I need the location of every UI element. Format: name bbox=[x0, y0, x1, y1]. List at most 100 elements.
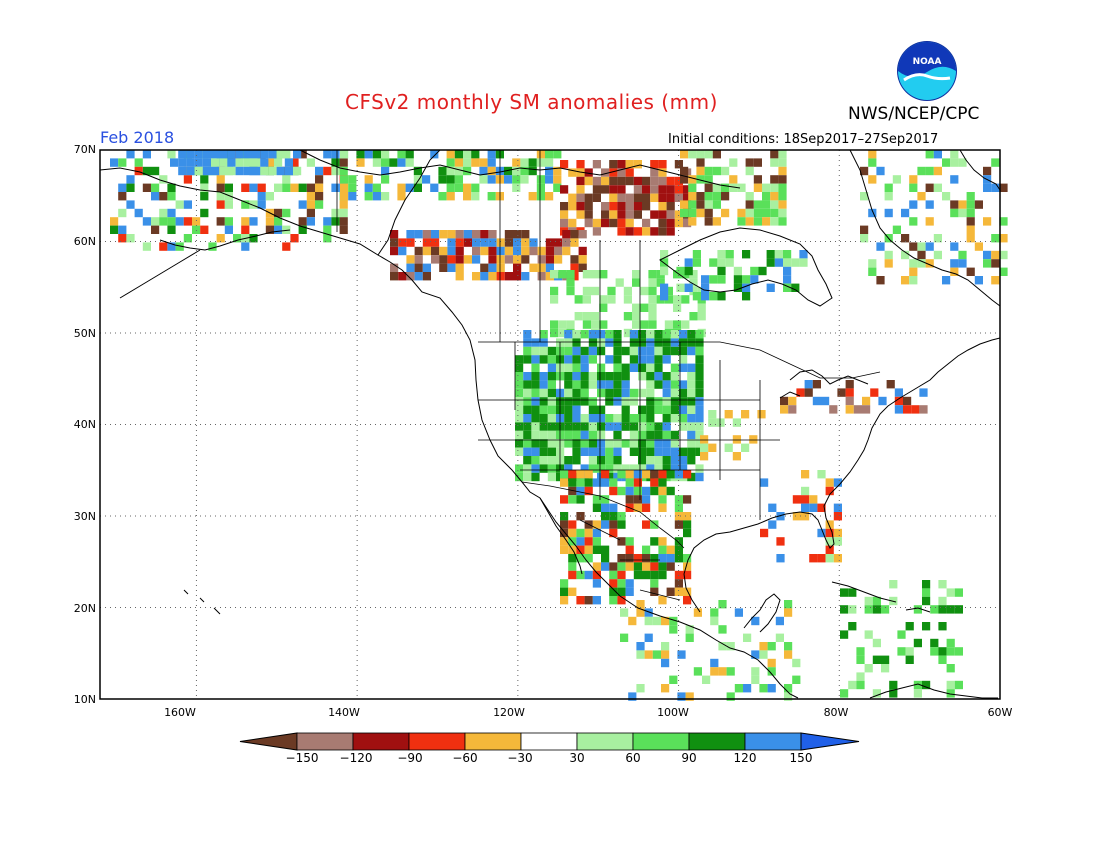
anomaly-cell bbox=[804, 388, 813, 397]
anomaly-cell bbox=[654, 422, 663, 431]
anomaly-cell bbox=[599, 303, 608, 312]
anomaly-cell bbox=[652, 616, 661, 626]
anomaly-cell bbox=[695, 439, 704, 448]
anomaly-cell bbox=[186, 150, 195, 159]
anomaly-cell bbox=[817, 470, 826, 479]
anomaly-cell bbox=[666, 486, 675, 496]
anomaly-cell bbox=[991, 234, 1000, 243]
anomaly-cell bbox=[572, 355, 581, 364]
anomaly-cell bbox=[192, 217, 201, 226]
anomaly-cell bbox=[151, 217, 160, 226]
anomaly-cell bbox=[652, 650, 661, 659]
anomaly-cell bbox=[741, 443, 750, 452]
anomaly-cell bbox=[700, 452, 709, 461]
anomaly-cell bbox=[584, 554, 593, 563]
anomaly-cell bbox=[142, 150, 151, 159]
anomaly-cell bbox=[617, 202, 626, 211]
anomaly-cell bbox=[617, 570, 626, 580]
anomaly-cell bbox=[339, 208, 348, 218]
anomaly-cell bbox=[930, 638, 939, 648]
anomaly-cell bbox=[243, 150, 252, 159]
anomaly-cell bbox=[216, 217, 225, 226]
anomaly-cell bbox=[646, 447, 655, 456]
anomaly-cell bbox=[648, 270, 657, 279]
anomaly-cell bbox=[609, 176, 618, 186]
anomaly-cell bbox=[825, 537, 834, 546]
anomaly-cell bbox=[966, 200, 975, 209]
anomaly-cell bbox=[991, 250, 1000, 260]
anomaly-cell bbox=[601, 218, 610, 228]
anomaly-cell bbox=[750, 266, 759, 276]
anomaly-cell bbox=[693, 667, 702, 676]
anomaly-cell bbox=[389, 158, 398, 167]
anomaly-cell bbox=[601, 176, 610, 186]
anomaly-cell bbox=[617, 218, 626, 228]
anomaly-cell bbox=[684, 258, 693, 267]
anomaly-cell bbox=[837, 388, 846, 397]
anomaly-cell bbox=[513, 238, 522, 247]
anomaly-cell bbox=[547, 430, 556, 440]
anomaly-cell bbox=[629, 355, 638, 364]
anomaly-cell bbox=[515, 464, 524, 473]
anomaly-cell bbox=[584, 545, 593, 554]
anomaly-cell bbox=[640, 320, 649, 329]
anomaly-cell bbox=[658, 470, 667, 479]
anomaly-cell bbox=[227, 150, 236, 159]
anomaly-cell bbox=[695, 422, 704, 431]
anomaly-cell bbox=[636, 600, 645, 609]
anomaly-cell bbox=[487, 192, 496, 201]
anomaly-cell bbox=[670, 380, 679, 389]
anomaly-cell bbox=[658, 503, 667, 512]
anomaly-cell bbox=[638, 346, 647, 356]
anomaly-cell bbox=[572, 405, 581, 414]
anomaly-cell bbox=[323, 150, 332, 159]
anomaly-cell bbox=[613, 456, 622, 465]
anomaly-cell bbox=[848, 680, 857, 690]
anomaly-cell bbox=[609, 218, 618, 228]
anomaly-cell bbox=[515, 397, 524, 406]
anomaly-cell bbox=[856, 655, 865, 664]
anomaly-cell bbox=[636, 642, 645, 651]
anomaly-cell bbox=[638, 338, 647, 347]
anomaly-cell bbox=[689, 286, 698, 296]
anomaly-cell bbox=[695, 464, 704, 473]
anomaly-cell bbox=[687, 397, 696, 406]
anomaly-cell bbox=[966, 234, 975, 243]
anomaly-cell bbox=[613, 430, 622, 440]
anomaly-cell bbox=[487, 150, 496, 159]
anomaly-cell bbox=[660, 283, 669, 292]
lon-label: 60W bbox=[987, 706, 1013, 719]
anomaly-cell bbox=[576, 176, 585, 186]
anomaly-cell bbox=[576, 470, 585, 479]
anomaly-cell bbox=[134, 158, 143, 167]
anomaly-cell bbox=[528, 166, 537, 176]
anomaly-cell bbox=[688, 192, 697, 201]
anomaly-cell bbox=[710, 658, 719, 668]
anomaly-cell bbox=[439, 230, 448, 239]
anomaly-cell bbox=[529, 246, 538, 256]
anomaly-cell bbox=[539, 355, 548, 364]
anomaly-cell bbox=[613, 372, 622, 381]
anomaly-cell bbox=[704, 183, 713, 192]
anomaly-cell bbox=[629, 447, 638, 456]
anomaly-cell bbox=[547, 456, 556, 465]
anomaly-cell bbox=[515, 405, 524, 414]
anomaly-cell bbox=[609, 503, 618, 512]
anomaly-cell bbox=[903, 405, 912, 414]
anomaly-cell bbox=[917, 259, 926, 268]
anomaly-cell bbox=[680, 208, 689, 218]
anomaly-cell bbox=[613, 346, 622, 356]
anomaly-cell bbox=[597, 388, 606, 398]
anomaly-cell bbox=[523, 355, 532, 364]
anomaly-cell bbox=[734, 684, 743, 693]
anomaly-cell bbox=[576, 554, 585, 563]
anomaly-cell bbox=[480, 263, 489, 272]
anomaly-cell bbox=[884, 259, 893, 268]
anomaly-cell bbox=[323, 225, 332, 234]
anomaly-cell bbox=[950, 175, 959, 184]
anomaly-cell bbox=[224, 192, 233, 201]
anomaly-cell bbox=[340, 192, 349, 201]
anomaly-cell bbox=[683, 562, 692, 571]
anomaly-cell bbox=[946, 689, 955, 698]
anomaly-cell bbox=[833, 478, 842, 487]
